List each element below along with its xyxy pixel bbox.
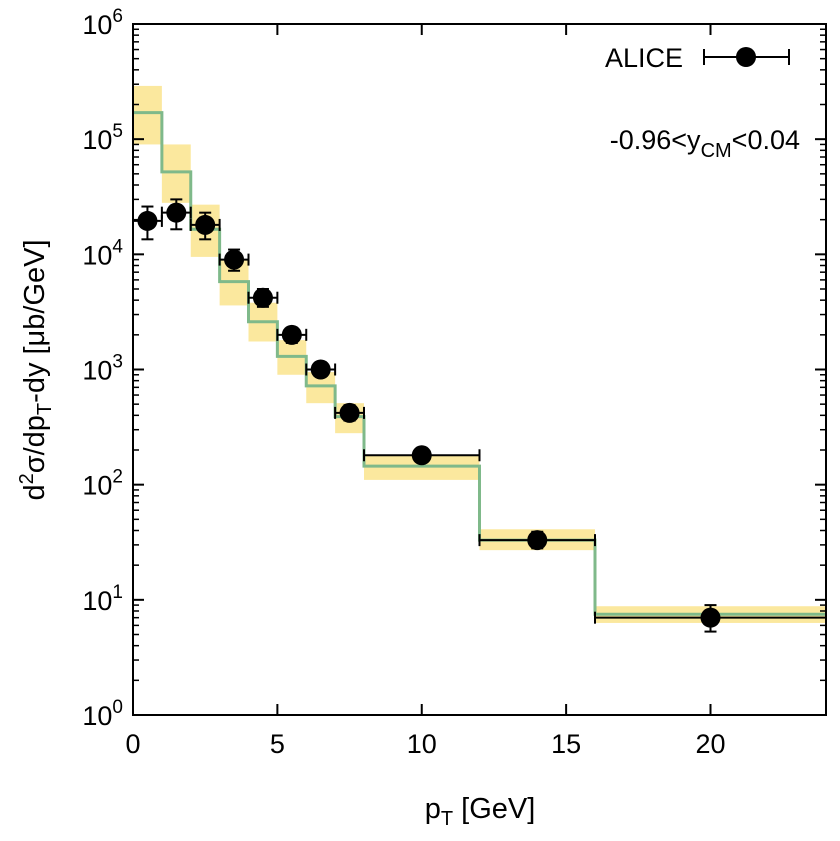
y-tick-label: 102 xyxy=(82,467,123,501)
data-marker xyxy=(411,445,432,466)
data-marker xyxy=(339,402,360,423)
data-point xyxy=(305,359,337,380)
data-point xyxy=(247,287,279,308)
data-marker xyxy=(281,324,302,345)
legend-marker xyxy=(703,47,790,67)
data-point xyxy=(160,198,192,231)
axes-layer: 0 5 10 15 20 100 101 102 103 104 105 106 xyxy=(82,6,827,759)
y-tick-label: 105 xyxy=(82,121,123,155)
data-point xyxy=(218,248,250,272)
data-marker xyxy=(137,210,158,231)
theory-line-layer xyxy=(133,111,826,616)
data-marker xyxy=(700,607,721,628)
y-tick-label: 101 xyxy=(82,582,123,616)
data-marker xyxy=(224,249,245,270)
theory-step-line xyxy=(133,111,826,616)
data-point xyxy=(478,530,596,551)
y-axis-title: d2σ/dpT-dy [μb/GeV] xyxy=(16,239,56,500)
data-point xyxy=(334,402,365,423)
data-point-layer xyxy=(132,198,827,633)
x-axis-title: pT [GeV] xyxy=(425,793,536,830)
y-tick-label: 106 xyxy=(82,6,123,40)
legend: ALICE xyxy=(605,43,790,73)
theory-band-bin xyxy=(161,144,191,203)
x-tick-label: 0 xyxy=(125,729,140,759)
x-tick-label: 20 xyxy=(695,729,725,759)
data-point xyxy=(132,205,163,241)
theory-band-bin xyxy=(133,85,162,145)
data-point xyxy=(363,445,481,466)
data-marker xyxy=(252,287,273,308)
x-tick-label: 5 xyxy=(270,729,285,759)
y-tick-label: 104 xyxy=(82,236,123,270)
x-tick-label: 10 xyxy=(407,729,437,759)
data-point xyxy=(594,604,827,633)
x-tick-label: 15 xyxy=(551,729,581,759)
y-tick-label: 100 xyxy=(82,697,123,731)
data-marker xyxy=(195,214,216,235)
legend-label: ALICE xyxy=(605,43,683,73)
data-marker xyxy=(527,530,548,551)
y-tick-label: 103 xyxy=(82,352,123,386)
data-marker xyxy=(166,202,187,223)
data-marker xyxy=(310,359,331,380)
rapidity-annotation: -0.96<yCM<0.04 xyxy=(610,125,800,162)
data-point xyxy=(276,324,308,345)
data-point xyxy=(189,211,221,241)
